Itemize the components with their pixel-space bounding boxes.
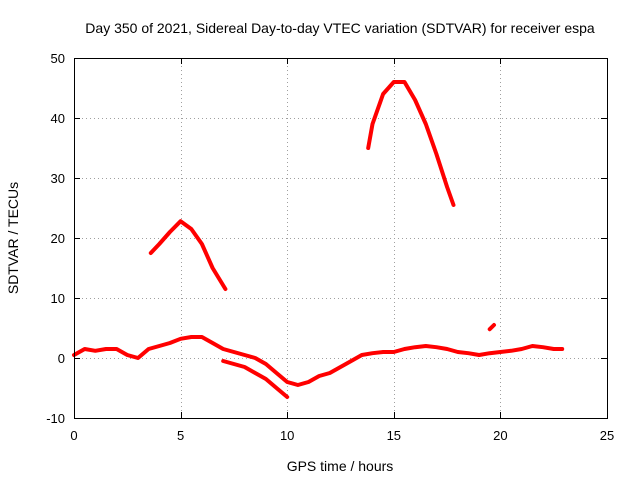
- x-tick-label: 15: [387, 428, 401, 443]
- x-axis-label: GPS time / hours: [287, 458, 394, 474]
- y-tick-label: 10: [51, 291, 65, 306]
- series-descending-branch: [221, 359, 290, 399]
- series-layer: [72, 80, 565, 399]
- chart-title: Day 350 of 2021, Sidereal Day-to-day VTE…: [85, 20, 595, 36]
- y-tick-label: -10: [46, 411, 65, 426]
- y-tick-label: 50: [51, 51, 65, 66]
- y-tick-label: 40: [51, 111, 65, 126]
- y-tick-label: 20: [51, 231, 65, 246]
- y-tick-label: 30: [51, 171, 65, 186]
- x-tick-label: 20: [493, 428, 507, 443]
- grid: [74, 58, 607, 418]
- x-tick-label: 25: [600, 428, 614, 443]
- series-baseline: [72, 335, 565, 387]
- y-axis-label: SDTVAR / TECUs: [5, 182, 21, 294]
- y-tick-label: 0: [58, 351, 65, 366]
- x-tick-label: 10: [280, 428, 294, 443]
- x-tick-label: 0: [70, 428, 77, 443]
- series-blip: [487, 323, 496, 332]
- ticks: 0 5 10 15 20 25 -10 0 10 20 30 40 50: [46, 51, 614, 443]
- series-morning-arc: [148, 219, 228, 291]
- x-tick-label: 5: [177, 428, 184, 443]
- series-afternoon-arc: [366, 80, 456, 207]
